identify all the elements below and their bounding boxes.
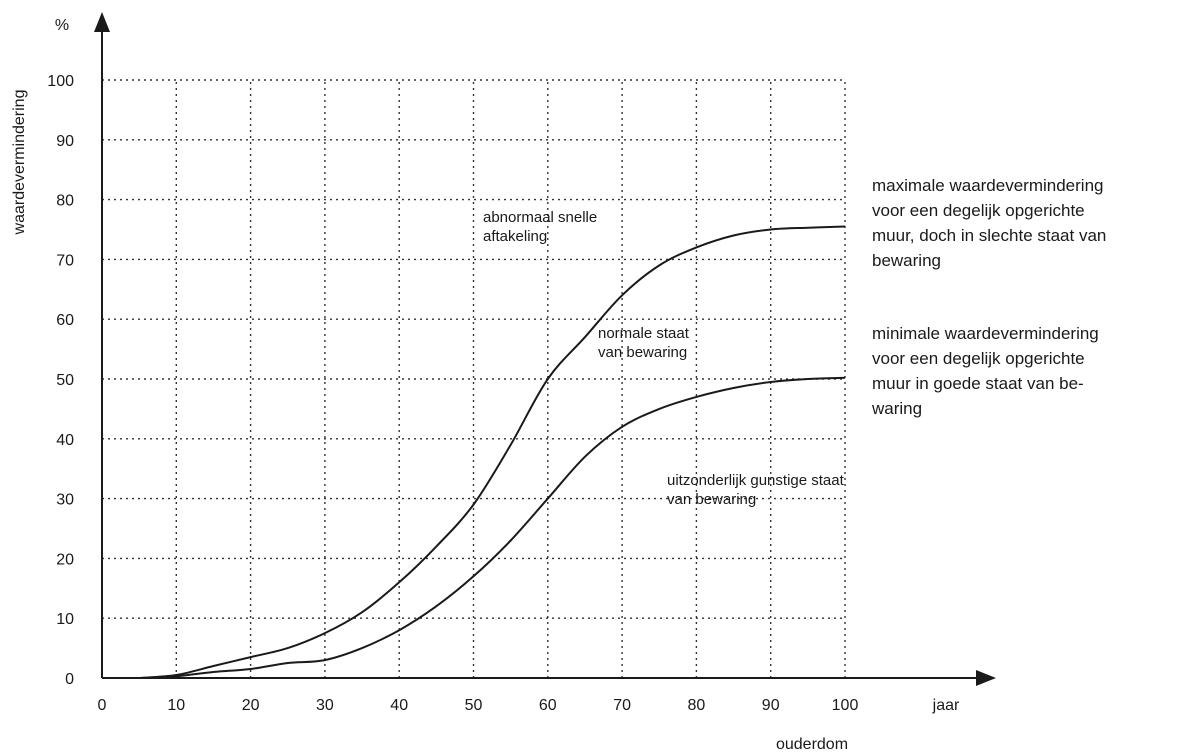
x-tick-label: 20 xyxy=(242,697,260,714)
y-tick-label: 10 xyxy=(56,611,74,628)
x-unit-label: jaar xyxy=(932,697,960,714)
x-tick-label: 0 xyxy=(98,697,107,714)
annotation-line: van bewaring xyxy=(667,491,756,508)
grid xyxy=(102,79,846,678)
series-group xyxy=(139,225,846,679)
annotation-line: abnormaal snelle xyxy=(483,209,597,226)
x-tick-label: 10 xyxy=(167,697,185,714)
y-tick-label: 0 xyxy=(65,671,74,688)
x-tick-label: 50 xyxy=(465,697,483,714)
annotation-line: van bewaring xyxy=(598,344,687,361)
y-tick-label: 40 xyxy=(56,432,74,449)
x-tick-labels: 0 10 20 30 40 50 60 70 80 90 100 xyxy=(98,697,859,714)
x-tick-label: 70 xyxy=(613,697,631,714)
y-axis-title: waardevermindering xyxy=(11,90,28,236)
series-line-minimal xyxy=(139,376,846,679)
side-note-line: waring xyxy=(871,399,922,418)
x-tick-label: 40 xyxy=(390,697,408,714)
side-note-line: muur in goede staat van be- xyxy=(872,374,1084,393)
annotation: abnormaal snelle aftakeling xyxy=(483,209,597,245)
y-tick-label: 80 xyxy=(56,193,74,210)
side-note-line: muur, doch in slechte staat van xyxy=(872,226,1106,245)
annotation-line: uitzonderlijk gunstige staat xyxy=(667,472,845,489)
y-tick-label: 50 xyxy=(56,372,74,389)
side-note-line: voor een degelijk opgerichte xyxy=(872,201,1085,220)
side-note-line: maximale waardevermindering xyxy=(872,176,1103,195)
axes xyxy=(94,12,996,686)
y-tick-label: 100 xyxy=(47,73,74,90)
annotation-line: aftakeling xyxy=(483,228,547,245)
annotation: uitzonderlijk gunstige staat van bewaring xyxy=(667,472,845,508)
side-note: minimale waardevermindering voor een dege… xyxy=(871,324,1099,418)
x-tick-label: 30 xyxy=(316,697,334,714)
y-tick-label: 70 xyxy=(56,252,74,269)
y-unit-label: % xyxy=(55,17,69,34)
y-tick-label: 60 xyxy=(56,312,74,329)
side-notes: maximale waardevermindering voor een dege… xyxy=(871,176,1106,418)
annotation: normale staat van bewaring xyxy=(598,325,690,361)
x-axis-arrow xyxy=(976,670,996,686)
series-line-maximal xyxy=(139,225,846,679)
side-note: maximale waardevermindering voor een dege… xyxy=(872,176,1106,270)
side-note-line: voor een degelijk opgerichte xyxy=(872,349,1085,368)
x-tick-label: 90 xyxy=(762,697,780,714)
annotation-line: normale staat xyxy=(598,325,690,342)
y-tick-label: 20 xyxy=(56,551,74,568)
y-axis-arrow xyxy=(94,12,110,32)
x-tick-label: 100 xyxy=(832,697,859,714)
y-tick-labels: 0 10 20 30 40 50 60 70 80 90 100 xyxy=(47,73,74,688)
x-axis-title: ouderdom xyxy=(776,736,848,753)
x-tick-label: 60 xyxy=(539,697,557,714)
y-tick-label: 30 xyxy=(56,492,74,509)
annotations: abnormaal snelle aftakeling normale staat v… xyxy=(483,209,845,508)
side-note-line: bewaring xyxy=(872,251,941,270)
side-note-line: minimale waardevermindering xyxy=(872,324,1099,343)
y-tick-label: 90 xyxy=(56,133,74,150)
x-tick-label: 80 xyxy=(688,697,706,714)
